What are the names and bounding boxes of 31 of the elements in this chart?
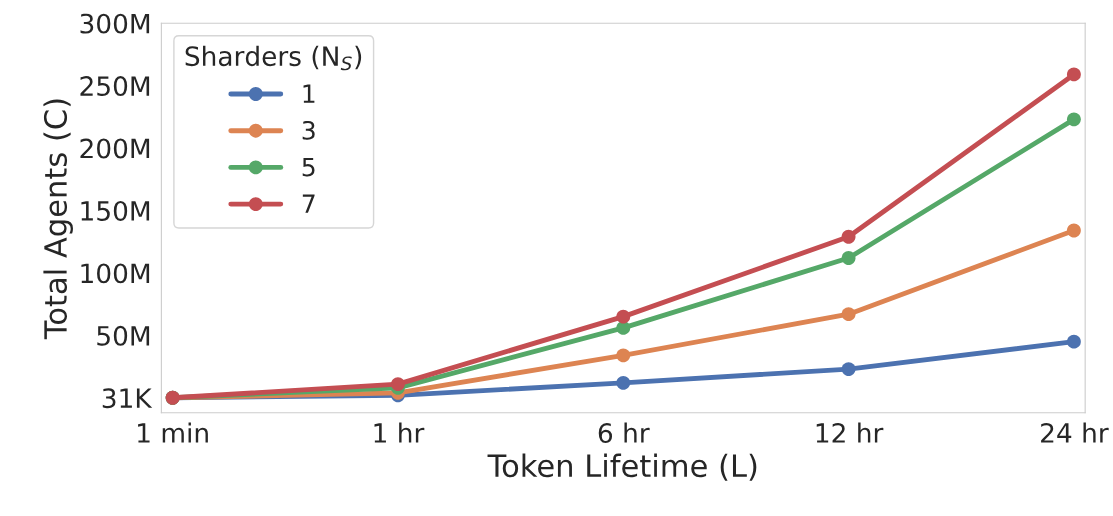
y-tick-label: 31K (102, 388, 153, 409)
x-tick-label: 6 hr (598, 422, 650, 443)
point (1066, 223, 1081, 238)
legend-title: Sharders (N$_{S}$) (185, 45, 362, 71)
point (1066, 112, 1081, 127)
y-axis-title: Total Agents (C) (43, 99, 73, 340)
x-tick-label: 1 hr (374, 422, 425, 443)
point (616, 309, 631, 324)
y-tick-label: 250M (80, 76, 150, 97)
legend-label: 1 (303, 84, 315, 103)
y-tick-label: 200M (80, 138, 150, 159)
point (841, 307, 856, 322)
point (616, 348, 631, 363)
x-tick-label: 12 hr (816, 422, 884, 443)
y-tick-label: 300M (80, 13, 150, 34)
y-tick-label: 50M (97, 325, 150, 346)
y-tick-label: 150M (81, 200, 150, 221)
x-tick-label: 24 hr (1041, 422, 1109, 443)
point (1066, 334, 1081, 349)
point (841, 229, 856, 244)
point (1066, 67, 1081, 82)
point (841, 362, 856, 377)
point (616, 375, 631, 390)
y-tick-label: 100M (81, 263, 150, 284)
legend-label: 5 (302, 157, 315, 177)
x-tick-label: 1 min (138, 422, 208, 443)
x-axis-title: Token Lifetime (L) (487, 453, 757, 481)
point (841, 251, 856, 265)
legend-label: 7 (302, 194, 315, 213)
point (616, 320, 631, 335)
legend-label: 3 (302, 120, 315, 140)
